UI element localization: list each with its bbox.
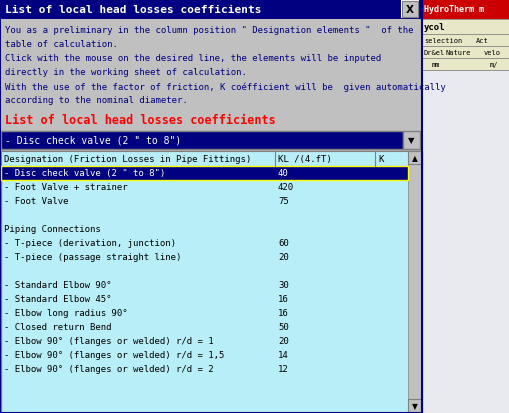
Text: - Elbow 90° (flanges or welded) r/d = 2: - Elbow 90° (flanges or welded) r/d = 2: [4, 365, 214, 374]
Text: 16: 16: [278, 295, 289, 304]
Text: Act: Act: [476, 38, 489, 44]
Text: ▼: ▼: [412, 401, 417, 410]
Bar: [0, 0, 422, 20]
Text: You as a preliminary in the column position " Designation elements "  of the: You as a preliminary in the column posit…: [5, 26, 413, 35]
Text: KL /(4.fT): KL /(4.fT): [278, 154, 332, 164]
Text: 20: 20: [278, 253, 289, 262]
Bar: [0, 20, 422, 413]
Text: - Foot Valve: - Foot Valve: [4, 197, 69, 206]
Text: mm: mm: [432, 62, 440, 68]
Text: K: K: [378, 154, 383, 164]
Text: 60: 60: [278, 239, 289, 248]
Text: HydroTherm m: HydroTherm m: [424, 5, 484, 14]
Text: List of local head losses coefficients: List of local head losses coefficients: [5, 5, 262, 15]
Text: - Elbow long radius 90°: - Elbow long radius 90°: [4, 309, 128, 318]
Text: table of calculation.: table of calculation.: [5, 40, 118, 49]
Text: - Standard Elbow 45°: - Standard Elbow 45°: [4, 295, 111, 304]
Bar: [408, 152, 421, 165]
Bar: [1, 132, 403, 150]
Text: Designation (Friction Losses in Pipe Fittings): Designation (Friction Losses in Pipe Fit…: [4, 154, 251, 164]
Text: according to the nominal diameter.: according to the nominal diameter.: [5, 96, 188, 105]
Text: 20: 20: [278, 337, 289, 346]
Text: 40: 40: [278, 169, 289, 178]
Bar: [422, 20, 509, 35]
Text: - T-piece (derivation, junction): - T-piece (derivation, junction): [4, 239, 176, 248]
Text: velo: velo: [484, 50, 501, 56]
Text: - T-piece (passage straight line): - T-piece (passage straight line): [4, 253, 181, 262]
Text: - Closed return Bend: - Closed return Bend: [4, 323, 111, 332]
Text: Dr&el: Dr&el: [424, 50, 445, 56]
Bar: [403, 132, 420, 150]
Bar: [1, 152, 422, 413]
Text: 50: 50: [278, 323, 289, 332]
Text: 12: 12: [278, 365, 289, 374]
Text: Piping Connections: Piping Connections: [4, 225, 101, 234]
Text: - Standard Elbow 90°: - Standard Elbow 90°: [4, 281, 111, 290]
Text: - Elbow 90° (flanges or welded) r/d = 1,5: - Elbow 90° (flanges or welded) r/d = 1,…: [4, 351, 224, 360]
Bar: [422, 59, 509, 71]
Bar: [402, 2, 418, 18]
Text: m/: m/: [490, 62, 498, 68]
Text: ▼: ▼: [408, 136, 414, 145]
Bar: [1, 166, 408, 180]
Bar: [408, 152, 421, 413]
Text: - Elbow 90° (flanges or welded) r/d = 1: - Elbow 90° (flanges or welded) r/d = 1: [4, 337, 214, 346]
Bar: [422, 35, 509, 47]
Text: ycol: ycol: [424, 22, 445, 31]
Text: X: X: [406, 5, 414, 15]
Text: - Foot Valve + strainer: - Foot Valve + strainer: [4, 183, 128, 192]
Text: 420: 420: [278, 183, 294, 192]
Text: - Disc check valve (2 " to 8"): - Disc check valve (2 " to 8"): [5, 136, 181, 146]
Text: With the use of the factor of friction, K coéfficient will be  given automatical: With the use of the factor of friction, …: [5, 82, 446, 91]
Bar: [1, 152, 422, 166]
Text: Nature: Nature: [446, 50, 471, 56]
Text: 16: 16: [278, 309, 289, 318]
Text: directly in the working sheet of calculation.: directly in the working sheet of calcula…: [5, 68, 247, 77]
Bar: [408, 399, 421, 412]
Text: - Disc check valve (2 " to 8"): - Disc check valve (2 " to 8"): [4, 169, 165, 178]
Bar: [422, 71, 509, 413]
Text: 75: 75: [278, 197, 289, 206]
Bar: [402, 2, 418, 18]
Bar: [422, 47, 509, 59]
Bar: [0, 0, 422, 413]
Text: 14: 14: [278, 351, 289, 360]
Text: selection: selection: [424, 38, 462, 44]
Text: List of local head losses coefficients: List of local head losses coefficients: [5, 114, 276, 127]
Text: 30: 30: [278, 281, 289, 290]
Text: Click with the mouse on the desired line, the elements will be inputed: Click with the mouse on the desired line…: [5, 54, 381, 63]
Bar: [422, 0, 509, 20]
Text: ▲: ▲: [412, 154, 417, 163]
